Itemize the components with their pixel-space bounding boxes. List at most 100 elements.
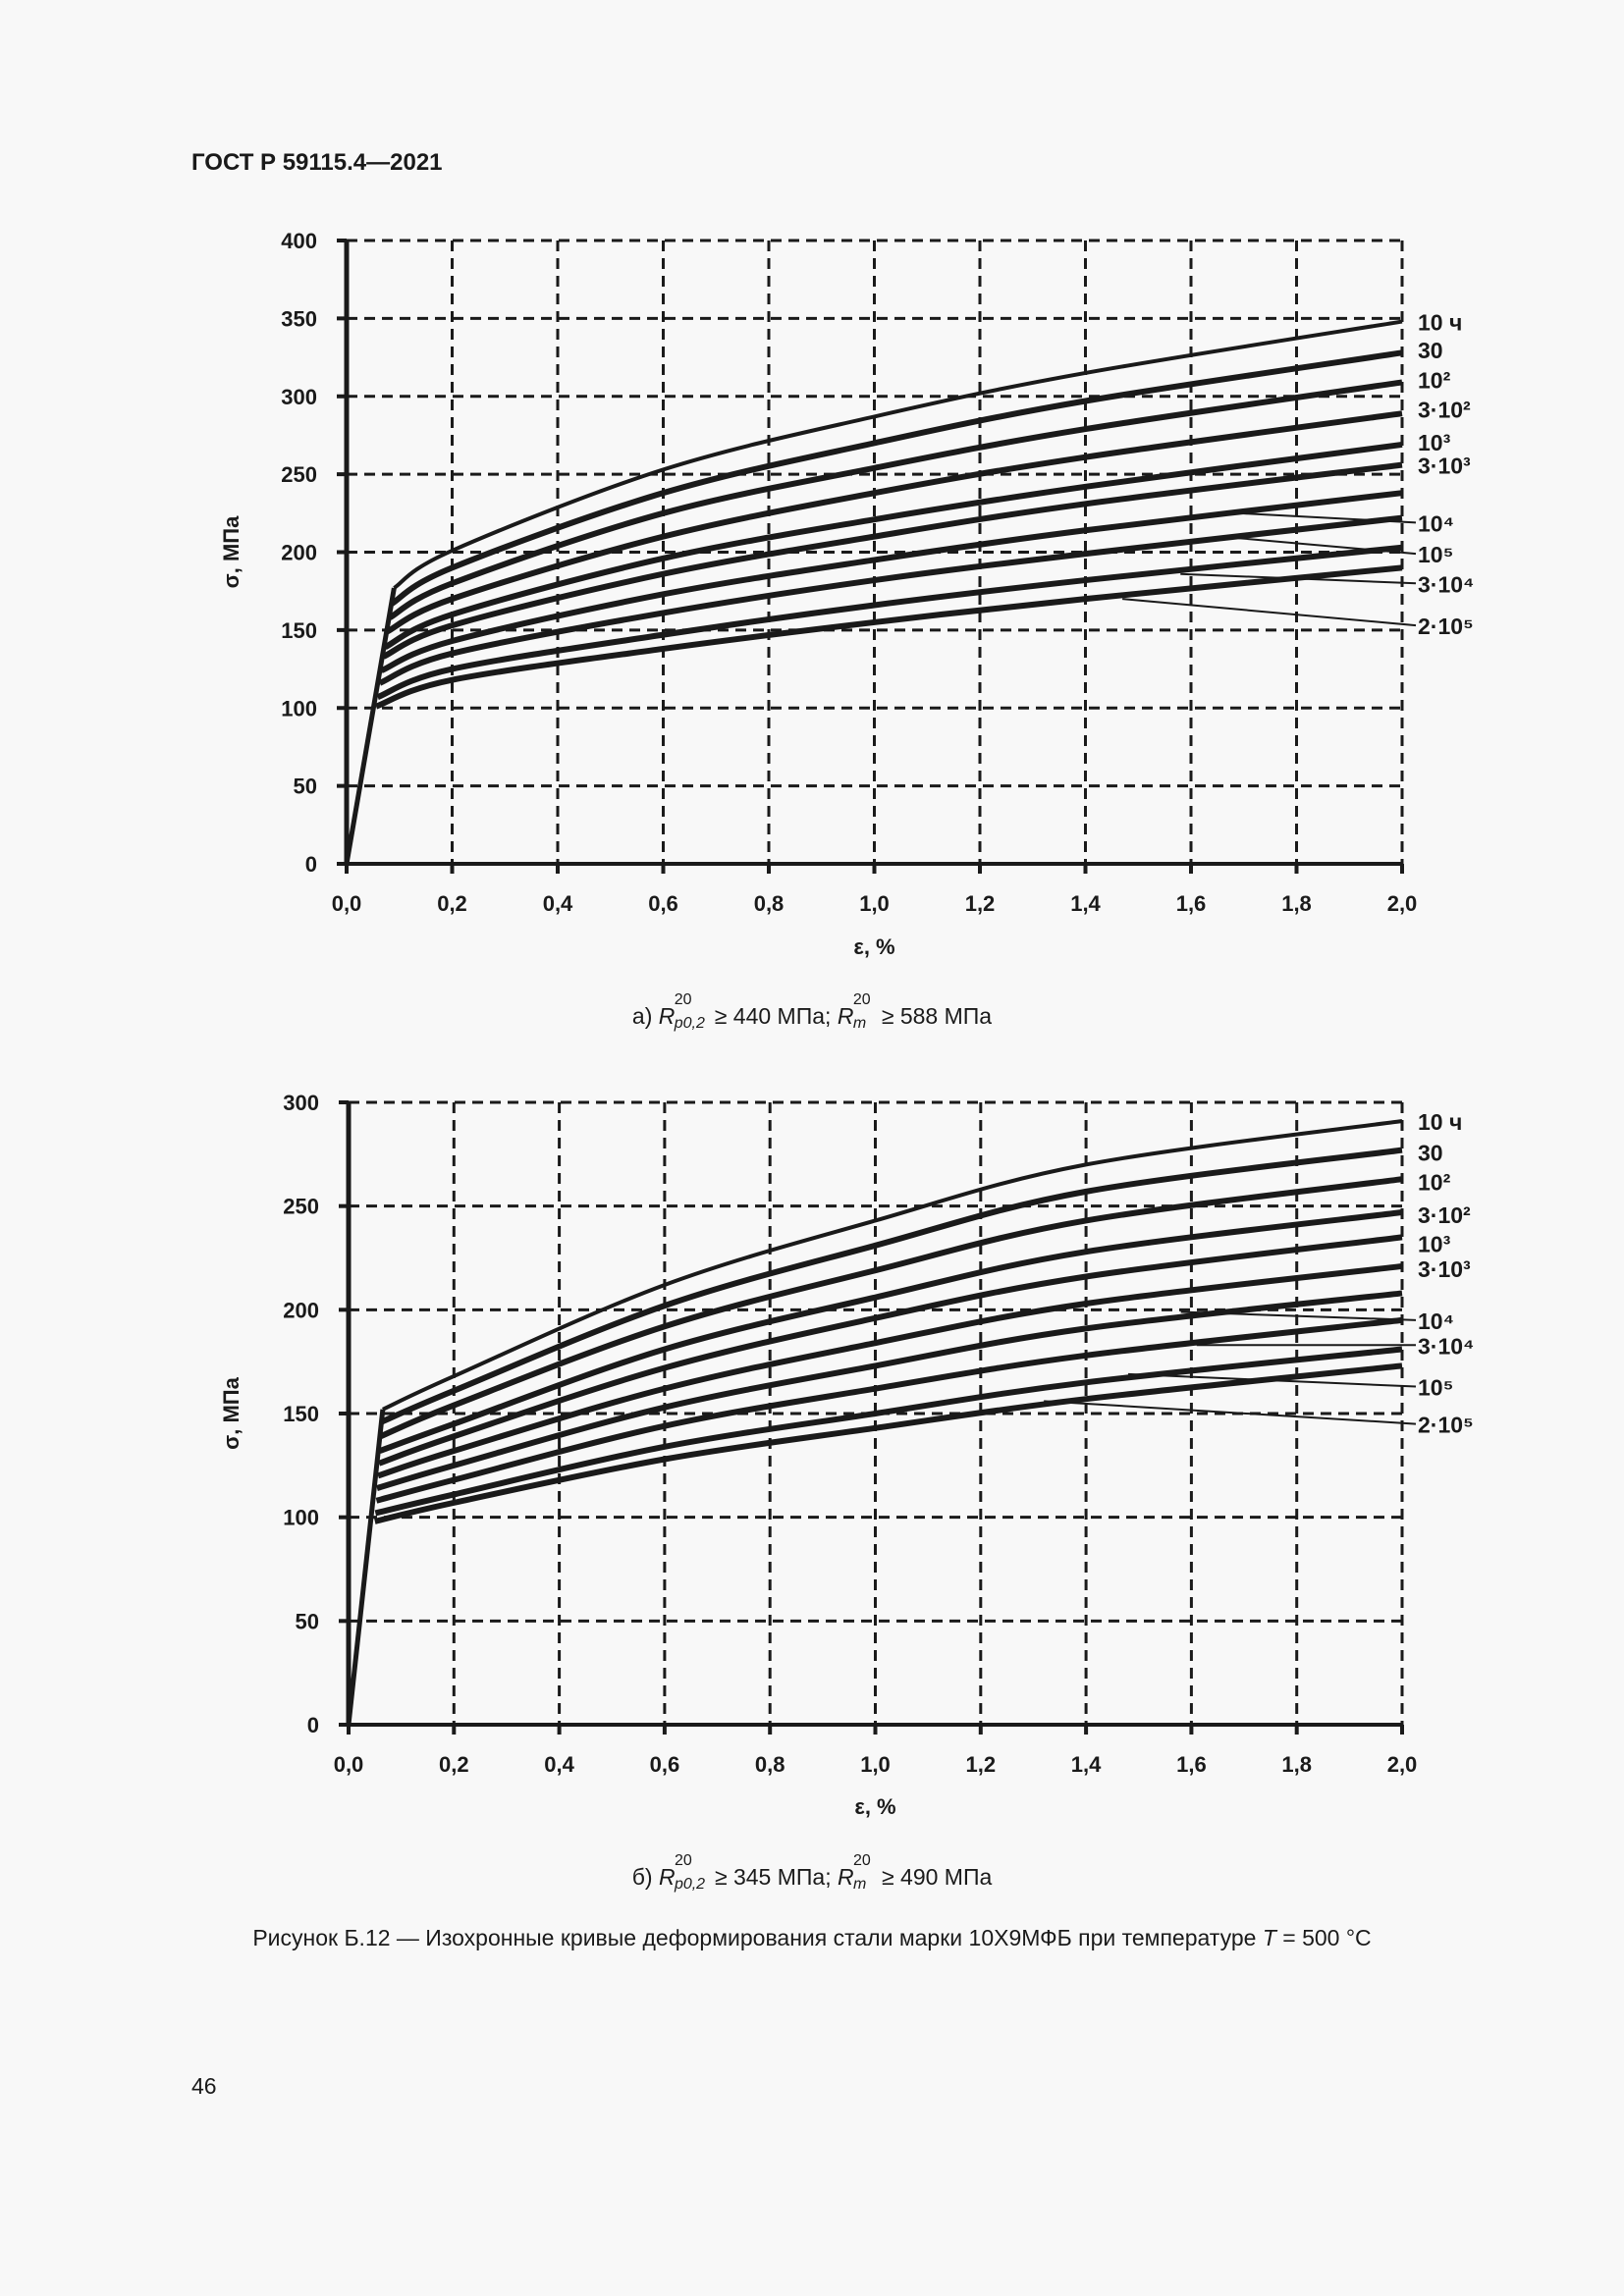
isochronous-curve [390, 349, 1403, 607]
series-label: 10⁴ [1418, 1308, 1454, 1334]
y-tick-label: 250 [283, 1195, 319, 1219]
series-label: 30 [1418, 338, 1443, 363]
x-tick-label: 1,4 [1070, 891, 1101, 916]
isochronous-curve [382, 1119, 1403, 1412]
isochronous-curve [375, 564, 1403, 710]
y-tick-label: 350 [281, 306, 317, 331]
isochronous-curve [380, 490, 1403, 673]
series-label: 10 ч [1418, 1109, 1462, 1135]
yield-strength-symbol: R 20 p0,2 [658, 991, 705, 1032]
x-tick-label: 1,0 [860, 1752, 891, 1777]
series-label: 2·10⁵ [1418, 1413, 1474, 1438]
x-axis-label: ε, % [853, 934, 894, 959]
chart-b: 0 50 100 150 200 250 300 0,0 0,2 0,4 0,6 0,8 1,0 1,2 1… [219, 1091, 1474, 1819]
y-tick-label: 200 [283, 1298, 319, 1322]
isochronous-curve [374, 1362, 1403, 1524]
tensile-strength-value: ≥ 588 МПа [881, 1003, 993, 1029]
subcaption-letter: б) [631, 1864, 653, 1890]
series-label: 10³ [1418, 1232, 1451, 1257]
x-tick-label: 1,4 [1071, 1752, 1102, 1777]
y-tick-label: 50 [294, 774, 317, 799]
y-tick-label: 0 [305, 852, 317, 877]
series-label: 10² [1418, 1169, 1451, 1195]
series-label: 10⁵ [1418, 542, 1453, 567]
y-tick-label: 150 [281, 618, 317, 643]
x-tick-label: 1,2 [965, 891, 996, 916]
series-label: 3·10³ [1418, 1256, 1471, 1282]
x-tick-label: 0,4 [544, 1752, 574, 1777]
x-tick-label: 0,4 [543, 891, 573, 916]
label-leader-line [1044, 1400, 1417, 1425]
series-label: 10⁴ [1418, 510, 1454, 536]
series-label: 3·10⁴ [1418, 571, 1474, 597]
x-tick-label: 0,6 [650, 1752, 680, 1777]
x-tick-label: 0,0 [334, 1752, 364, 1777]
x-tick-label: 0,8 [755, 1752, 785, 1777]
series-label: 10³ [1418, 430, 1451, 455]
figure-caption: Рисунок Б.12 — Изохронные кривые деформи… [252, 1925, 1372, 1950]
x-tick-label: 1,2 [966, 1752, 997, 1777]
x-tick-label: 1,8 [1281, 891, 1312, 916]
series-label: 3·10² [1418, 397, 1471, 422]
x-tick-label: 0,2 [437, 891, 467, 916]
yield-strength-value: ≥ 440 МПа; [714, 1003, 832, 1029]
y-axis-label: σ, МПа [219, 515, 244, 588]
x-tick-label: 2,0 [1387, 1752, 1418, 1777]
isochronous-curve [378, 1209, 1403, 1454]
isochronous-curve [378, 1234, 1403, 1467]
tensile-strength-symbol: R 20 m [837, 991, 871, 1032]
elastic-line [344, 587, 397, 865]
y-tick-label: 200 [281, 541, 317, 565]
isochronous-curve [380, 1147, 1403, 1425]
y-tick-label: 400 [281, 229, 317, 253]
x-tick-label: 0,8 [754, 891, 785, 916]
isochronous-curve [388, 379, 1403, 620]
series-label: 3·10² [1418, 1202, 1471, 1228]
x-tick-label: 0,2 [439, 1752, 469, 1777]
page-number: 46 [191, 2073, 217, 2099]
label-leader-line [1180, 1310, 1417, 1321]
isochronous-curve [379, 1176, 1403, 1440]
series-label: 10⁵ [1418, 1375, 1453, 1401]
y-tick-label: 100 [283, 1506, 319, 1530]
y-tick-label: 0 [307, 1713, 319, 1737]
subcaption-letter: а) [631, 1003, 653, 1029]
yield-strength-symbol: R 20 p0,2 [658, 1852, 706, 1893]
series-label: 3·10⁴ [1418, 1333, 1474, 1359]
series-label: 10² [1418, 367, 1451, 393]
y-axis-label: σ, МПа [219, 1376, 244, 1449]
x-tick-label: 1,6 [1176, 1752, 1207, 1777]
x-tick-label: 2,0 [1387, 891, 1418, 916]
x-tick-label: 0,6 [648, 891, 678, 916]
y-tick-label: 150 [283, 1402, 319, 1426]
chart-a: 0 50 100 150 200 250 300 350 400 0,0 0,2 0,4 0,6 0,8 1… [219, 229, 1474, 959]
x-tick-label: 1,6 [1176, 891, 1207, 916]
y-tick-label: 300 [283, 1091, 319, 1115]
isochronous-curve [376, 544, 1403, 700]
isochronous-curve [383, 441, 1403, 651]
x-tick-label: 1,0 [859, 891, 890, 916]
y-tick-label: 100 [281, 696, 317, 721]
tensile-strength-value: ≥ 490 МПа [882, 1864, 993, 1890]
series-label: 30 [1418, 1141, 1443, 1166]
isochronous-curve [378, 514, 1403, 686]
x-tick-label: 0,0 [332, 891, 362, 916]
x-tick-label: 1,8 [1281, 1752, 1312, 1777]
isochronous-curve [374, 1346, 1403, 1517]
series-label: 2·10⁵ [1418, 614, 1474, 639]
y-tick-label: 250 [281, 462, 317, 487]
isochronous-curve [376, 1290, 1403, 1491]
isochronous-curve [385, 410, 1403, 635]
y-tick-label: 300 [281, 385, 317, 409]
y-tick-label: 50 [296, 1609, 319, 1633]
label-leader-line [1122, 598, 1417, 627]
isochronous-curve [382, 461, 1403, 660]
x-axis-label: ε, % [854, 1794, 895, 1819]
tensile-strength-symbol: R 20 m [838, 1852, 871, 1893]
isochronous-curve [393, 319, 1403, 590]
subcaption-b: б) R 20 p0,2 ≥ 345 МПа; R 20 m ≥ 490 МПа [0, 1852, 1624, 1893]
yield-strength-value: ≥ 345 МПа; [714, 1864, 832, 1890]
isochronous-curve [377, 1262, 1403, 1479]
series-label: 10 ч [1418, 310, 1462, 336]
